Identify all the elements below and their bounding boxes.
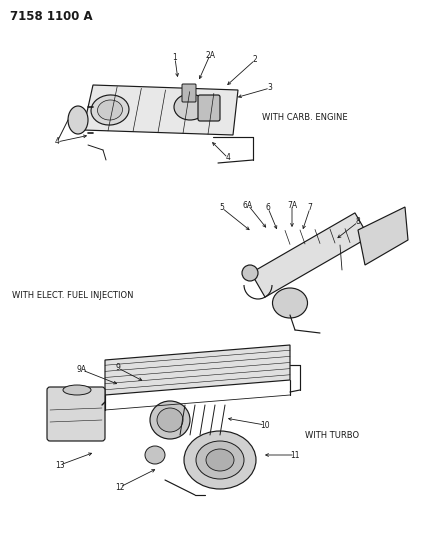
Ellipse shape	[63, 385, 91, 395]
Text: 7A: 7A	[287, 200, 297, 209]
Text: 2: 2	[253, 55, 257, 64]
Ellipse shape	[145, 446, 165, 464]
Ellipse shape	[184, 431, 256, 489]
Text: 6A: 6A	[243, 200, 253, 209]
Text: 4: 4	[54, 138, 60, 147]
Text: WITH TURBO: WITH TURBO	[305, 431, 359, 440]
Text: 3: 3	[268, 84, 272, 93]
Text: 11: 11	[290, 450, 300, 459]
Text: 1: 1	[172, 53, 177, 62]
Ellipse shape	[68, 106, 88, 134]
Polygon shape	[358, 207, 408, 265]
Text: 12: 12	[115, 482, 125, 491]
Ellipse shape	[97, 100, 123, 120]
Polygon shape	[105, 345, 290, 395]
Ellipse shape	[196, 441, 244, 479]
Ellipse shape	[91, 95, 129, 125]
Text: WITH ELECT. FUEL INJECTION: WITH ELECT. FUEL INJECTION	[12, 290, 133, 300]
Ellipse shape	[206, 449, 234, 471]
Text: 8: 8	[356, 217, 360, 227]
Ellipse shape	[272, 288, 308, 318]
Ellipse shape	[174, 94, 206, 120]
Text: 6: 6	[266, 204, 270, 213]
Text: WITH CARB. ENGINE: WITH CARB. ENGINE	[262, 114, 347, 123]
Text: 9: 9	[115, 364, 121, 373]
Text: 10: 10	[260, 421, 270, 430]
FancyBboxPatch shape	[198, 95, 220, 121]
Text: 2A: 2A	[205, 51, 215, 60]
Text: 4: 4	[226, 154, 230, 163]
Polygon shape	[251, 213, 369, 297]
Text: 13: 13	[55, 461, 65, 470]
Polygon shape	[83, 85, 238, 135]
Ellipse shape	[150, 401, 190, 439]
Text: 5: 5	[220, 204, 224, 213]
Ellipse shape	[242, 265, 258, 281]
Ellipse shape	[157, 408, 183, 432]
FancyBboxPatch shape	[47, 387, 105, 441]
Text: 7: 7	[308, 204, 312, 213]
Text: 9A: 9A	[77, 366, 87, 375]
Text: 7158 1100 A: 7158 1100 A	[10, 10, 93, 23]
FancyBboxPatch shape	[182, 84, 196, 102]
